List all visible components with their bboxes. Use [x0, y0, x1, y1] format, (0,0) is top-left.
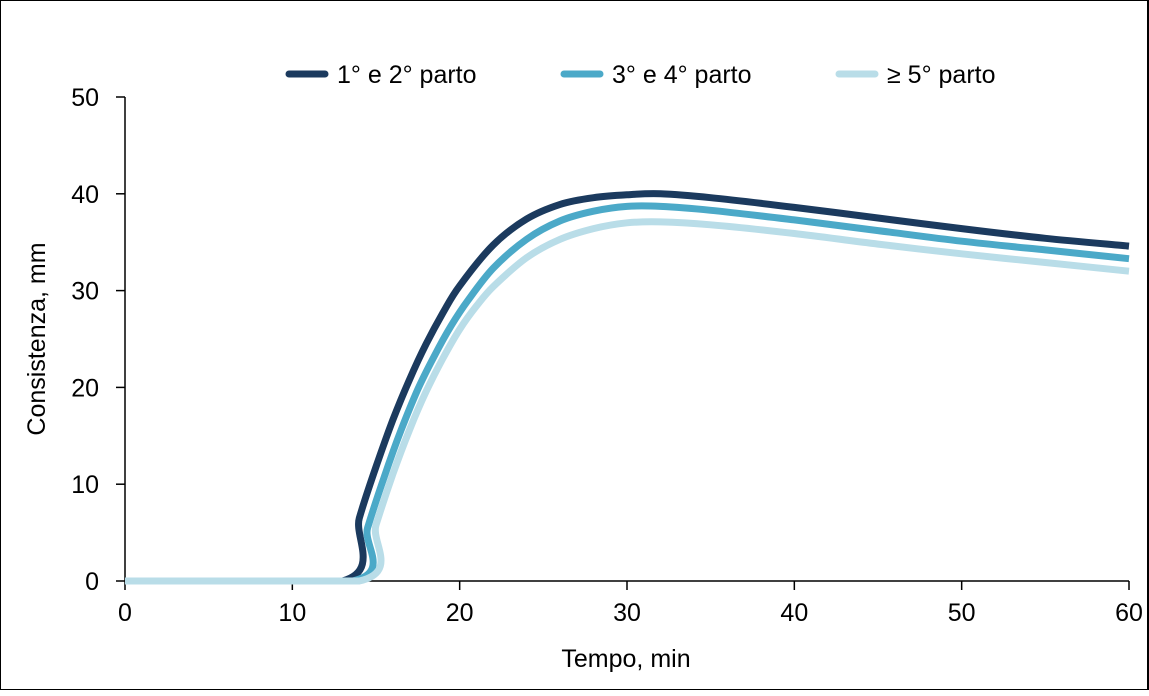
legend-label-1: 1° e 2° parto	[337, 61, 477, 89]
x-tick-label: 60	[1115, 599, 1143, 627]
x-tick-label: 30	[613, 599, 641, 627]
x-axis: 0 10 20 30 40 50 60	[118, 580, 1143, 627]
y-axis-title: Consistenza, mm	[23, 242, 51, 435]
y-axis: 0 10 20 30 40 50	[71, 84, 126, 596]
y-tick-label: 40	[71, 181, 99, 209]
y-tick-label: 0	[85, 568, 99, 596]
legend-label-3: ≥ 5° parto	[887, 61, 996, 89]
y-tick-label: 50	[71, 84, 99, 112]
x-tick-label: 50	[948, 599, 976, 627]
series-layer	[125, 190, 1130, 585]
y-tick-label: 30	[71, 278, 99, 306]
series-line-2	[125, 202, 1130, 585]
x-tick-label: 40	[780, 599, 808, 627]
x-tick-label: 10	[278, 599, 306, 627]
legend-label-2: 3° e 4° parto	[612, 61, 752, 89]
x-tick-label: 20	[446, 599, 474, 627]
x-tick-label: 0	[118, 599, 132, 627]
series-line-3	[125, 218, 1130, 585]
legend: 1° e 2° parto 3° e 4° parto ≥ 5° parto	[285, 61, 996, 89]
series-line-1	[125, 190, 1130, 585]
y-tick-label: 10	[71, 471, 99, 499]
y-tick-label: 20	[71, 374, 99, 402]
x-axis-title: Tempo, min	[561, 645, 690, 673]
